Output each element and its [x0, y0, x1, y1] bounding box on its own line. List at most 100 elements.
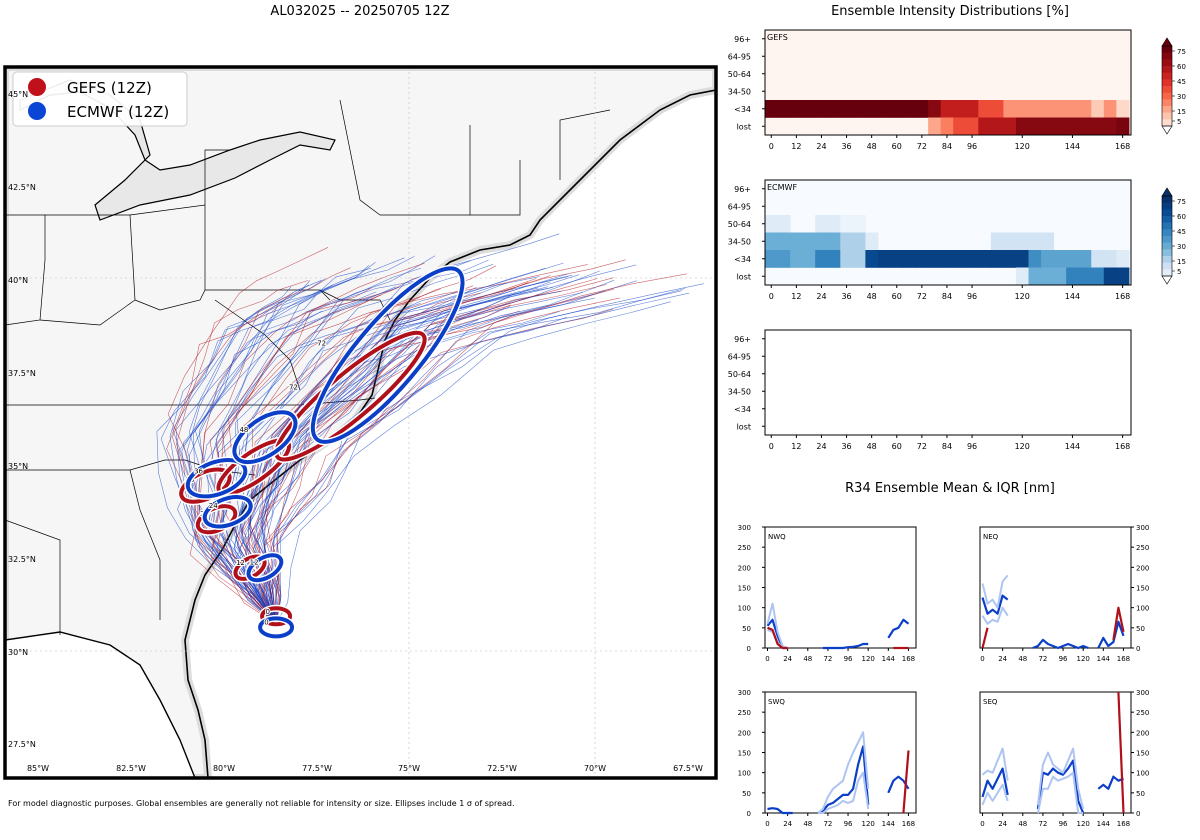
heatmap-cell — [790, 100, 804, 118]
heatmap-x-label: 36 — [841, 142, 851, 151]
heatmap-cell — [827, 250, 841, 268]
colorbar-segment — [1162, 209, 1172, 217]
heatmap-x-label: 36 — [841, 292, 851, 301]
heatmap-cell — [777, 215, 791, 233]
ecmwf-ellipse — [185, 457, 248, 499]
colorbar-segment — [1162, 196, 1172, 204]
heatmap-cell — [1003, 100, 1017, 118]
colorbar-segment — [1162, 106, 1172, 114]
r34-panel-title: NWQ — [768, 533, 786, 541]
colorbar-top-arrow — [1161, 187, 1173, 197]
lon-label: 70°W — [584, 764, 606, 773]
colorbar-segment — [1162, 269, 1172, 277]
ecmwf-r34-line — [1036, 759, 1124, 814]
heatmap-cell — [840, 232, 854, 251]
main-title: AL032025 -- 20250705 12Z — [270, 4, 450, 19]
ecmwf-r34-line — [981, 747, 1009, 781]
heatmap-cell — [890, 250, 904, 268]
heatmap-cell — [1066, 100, 1080, 118]
r34-y-label: 150 — [738, 585, 751, 593]
ecmwf-track — [194, 284, 333, 624]
heatmap-frame — [764, 179, 1132, 286]
gefs-track — [176, 280, 309, 624]
r34-title: R34 Ensemble Mean & IQR [nm] — [845, 481, 1055, 496]
r34-y-label: 50 — [1136, 625, 1145, 633]
r34-y-label: 300 — [738, 689, 751, 697]
r34-y-label: 0 — [747, 810, 751, 818]
gefs-ellipse — [260, 606, 293, 627]
colorbar-tick-label: 60 — [1177, 63, 1186, 71]
heatmap-cell — [965, 250, 979, 268]
lat-label: 27.5°N — [8, 740, 36, 749]
heatmap-row-label: 64-95 — [728, 52, 751, 61]
heatmap-row-label: 50-64 — [728, 370, 751, 379]
heatmap-cell — [1041, 117, 1055, 136]
heatmap-x-label: 168 — [1115, 292, 1130, 301]
heatmap-cell — [790, 250, 804, 268]
r34-x-label: 96 — [844, 820, 853, 828]
heatmap-cell — [1091, 100, 1105, 118]
heatmap-cell — [877, 100, 891, 118]
map-lat-labels: 45°N 42.5°N 40°N 37.5°N 35°N 32.5°N 30°N… — [8, 90, 36, 749]
r34-y-label: 300 — [738, 524, 751, 532]
ecmwf-r34-line — [767, 807, 793, 815]
ecmwf-intensity-heatmap: 96+ 64-95 50-64 34-50 <34 lost 0 12 24 36 48 60 72 84… — [728, 179, 1132, 301]
colorbar-bottom-arrow — [1161, 125, 1173, 135]
lon-label: 72.5°W — [487, 764, 517, 773]
heatmap-cell — [1103, 100, 1117, 118]
ecmwf-hour-label: 72 — [317, 340, 326, 348]
r34-panel-title: SWQ — [768, 698, 785, 706]
ecmwf-r34-line — [981, 783, 1009, 806]
ecmwf-r34-line — [981, 574, 1009, 609]
ecmwf-track — [239, 276, 540, 624]
heatmap-cell — [940, 117, 954, 136]
heatmap-x-label: 48 — [867, 142, 877, 151]
heatmap-x-label: 84 — [942, 292, 952, 301]
heatmap-cell — [827, 100, 841, 118]
heatmap-x-label: 48 — [867, 292, 877, 301]
r34-y-label: 200 — [1136, 564, 1149, 572]
ecmwf-track — [208, 257, 405, 624]
heatmap-row-label: 96+ — [734, 335, 751, 344]
heatmap-row-label: 96+ — [734, 185, 751, 194]
footer-note: For model diagnostic purposes. Global en… — [8, 799, 515, 808]
heatmap-cell — [815, 215, 829, 233]
heatmap-cell — [915, 250, 929, 268]
ecmwf-track — [275, 292, 690, 624]
heatmap-row-label: 34-50 — [728, 87, 751, 96]
heatmap-cell — [852, 250, 866, 268]
heatmap-cell — [852, 232, 866, 251]
colorbar-segment — [1162, 242, 1172, 250]
legend-gefs-label: GEFS (12Z) — [67, 79, 152, 97]
colorbar-segment — [1162, 59, 1172, 67]
heatmap-cell — [1091, 117, 1105, 136]
heatmap-x-label: 144 — [1065, 442, 1080, 451]
r34-y-label: 0 — [1136, 810, 1140, 818]
heatmap-x-label: 120 — [1015, 442, 1030, 451]
heatmap-cell — [890, 100, 904, 118]
colorbar-tick-label: 15 — [1177, 108, 1186, 116]
r34-y-label: 150 — [1136, 750, 1149, 758]
r34-x-label: 0 — [765, 820, 769, 828]
legend-gefs-swatch — [28, 78, 46, 96]
gefs-r34-line — [1112, 606, 1125, 641]
ecmwf-hour-label: 0 — [264, 619, 268, 627]
heatmap-cell — [1053, 250, 1067, 268]
heatmap-frame — [764, 29, 1132, 136]
lon-label: 77.5°W — [302, 764, 332, 773]
lat-label: 37.5°N — [8, 369, 36, 378]
heatmap-cell — [1041, 100, 1055, 118]
colorbar-segment — [1162, 216, 1172, 224]
gefs-track — [172, 292, 294, 624]
heatmap-x-label: 60 — [892, 292, 902, 301]
ecmwf-r34-line — [1032, 620, 1125, 650]
gefs-hour-label: 72 — [289, 384, 298, 392]
lon-label: 75°W — [398, 764, 420, 773]
ecmwf-hour-label: 24 — [209, 502, 218, 510]
heatmap-cell — [877, 250, 891, 268]
r34-x-label: 24 — [998, 655, 1007, 663]
r34-x-label: 120 — [861, 820, 874, 828]
heatmap-cell — [990, 100, 1004, 118]
heatmap-cell — [1078, 267, 1092, 286]
